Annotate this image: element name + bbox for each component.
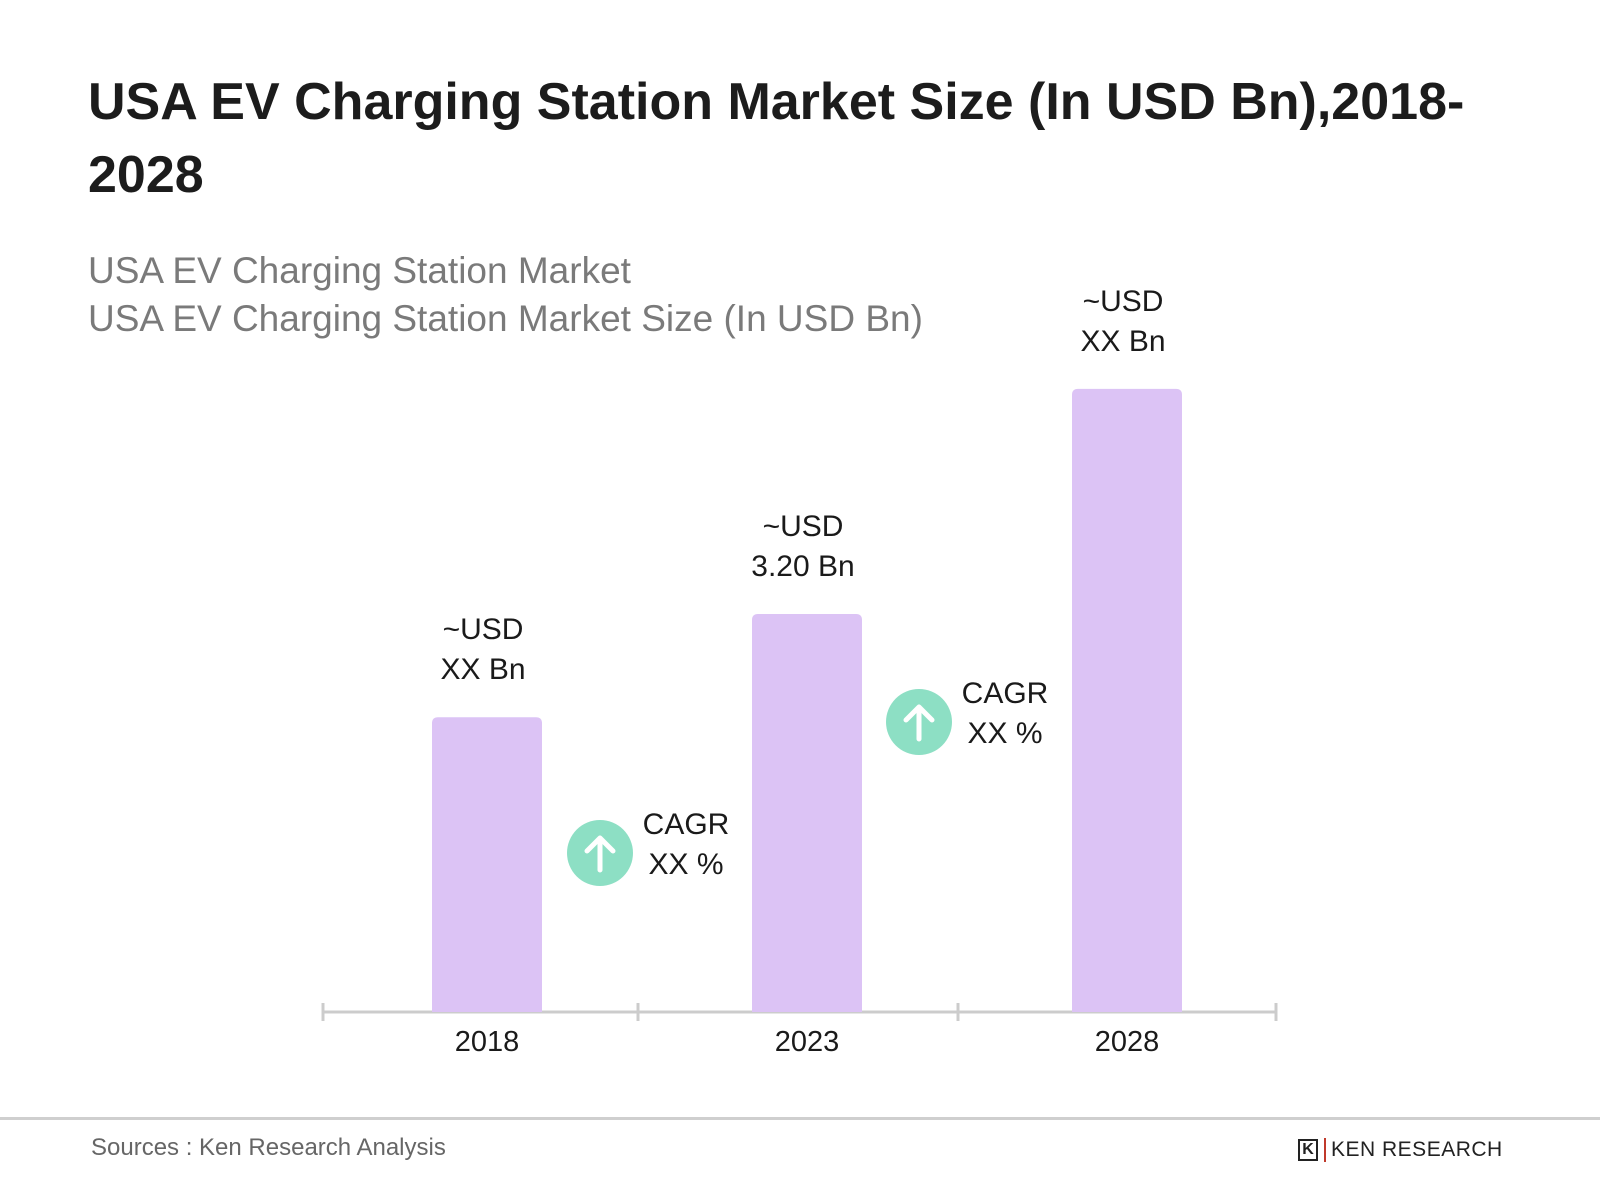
cagr-value: XX % [967, 717, 1042, 750]
subtitle-1: USA EV Charging Station Market [88, 250, 631, 291]
bar-2028 [1072, 388, 1182, 1013]
page-title: USA EV Charging Station Market Size (In … [88, 73, 1465, 204]
data-label: 3.20 Bn [751, 550, 854, 583]
data-label: XX Bn [1080, 325, 1165, 358]
x-tick-label: 2018 [455, 1026, 520, 1058]
subtitle-2: USA EV Charging Station Market Size (In … [88, 298, 923, 339]
data-label: XX Bn [440, 653, 525, 686]
arrow-up-icon [903, 704, 935, 742]
bar-2018 [432, 717, 542, 1012]
data-label: ~USD [1083, 285, 1164, 318]
arrow-up-icon [584, 835, 616, 873]
footer-divider [0, 1117, 1600, 1120]
logo-mark-icon: K [1298, 1139, 1318, 1161]
cagr-label: CAGR [962, 677, 1049, 710]
data-label: ~USD [763, 510, 844, 543]
cagr-label: CAGR [643, 808, 730, 841]
cagr-value: XX % [648, 848, 723, 881]
ken-research-logo: K KEN RESEARCH [1298, 1138, 1503, 1162]
x-tick-label: 2028 [1095, 1026, 1160, 1058]
bar-2023 [752, 614, 862, 1012]
source-note: Sources : Ken Research Analysis [91, 1134, 446, 1161]
data-label: ~USD [443, 613, 524, 646]
x-tick-label: 2023 [775, 1026, 840, 1058]
logo-text: KEN RESEARCH [1324, 1138, 1503, 1162]
